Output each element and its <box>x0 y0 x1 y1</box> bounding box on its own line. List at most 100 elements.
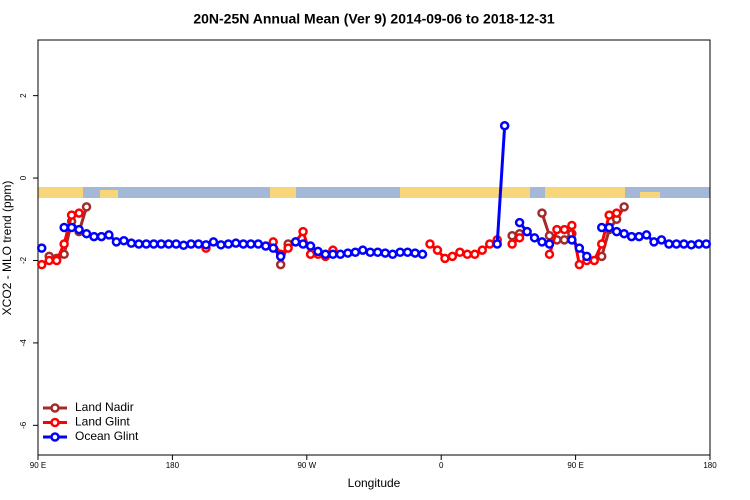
data-point <box>395 247 405 257</box>
data-point <box>275 251 286 262</box>
data-point <box>410 248 420 258</box>
data-point <box>656 235 667 245</box>
data-point <box>358 245 368 255</box>
data-point <box>559 224 570 235</box>
data-point <box>298 226 308 237</box>
data-point <box>432 245 443 255</box>
data-point <box>111 237 122 247</box>
data-point <box>611 208 622 218</box>
y-tick-label: 2 <box>19 93 28 98</box>
data-point <box>36 243 47 253</box>
data-point <box>679 239 689 249</box>
data-point <box>582 251 592 262</box>
data-point <box>104 230 114 240</box>
y-tick-label: 0 <box>19 175 28 180</box>
data-point <box>163 239 174 249</box>
data-point <box>477 245 488 255</box>
data-point <box>529 233 540 243</box>
y-axis-label: XCO2 - MLO trend (ppm) <box>0 181 14 316</box>
data-point <box>186 239 196 249</box>
data-point <box>604 222 614 233</box>
data-point <box>74 224 84 235</box>
x-tick-label: 90 W <box>297 461 316 470</box>
data-point <box>447 251 458 262</box>
data-point <box>328 249 338 260</box>
data-point <box>44 255 54 266</box>
data-point <box>589 255 600 266</box>
data-point <box>66 210 77 220</box>
data-point <box>246 239 256 249</box>
data-point <box>193 239 204 249</box>
data-point <box>619 202 629 212</box>
data-point <box>649 237 659 247</box>
data-point <box>462 249 473 260</box>
data-point <box>484 239 495 249</box>
x-tick-label: 180 <box>703 461 717 470</box>
x-tick-label: 0 <box>439 461 444 470</box>
data-point <box>634 231 644 242</box>
data-point <box>380 248 390 258</box>
data-point <box>559 235 570 245</box>
data-point <box>290 237 301 247</box>
data-point <box>268 243 278 253</box>
x-tick-label: 90 E <box>30 461 46 470</box>
data-point <box>544 249 555 260</box>
data-point <box>641 230 652 240</box>
legend-label: Ocean Glint <box>75 429 139 443</box>
data-point <box>305 249 316 260</box>
data-point <box>148 239 159 249</box>
data-point <box>89 231 99 242</box>
data-point <box>507 239 517 249</box>
data-point <box>223 239 234 249</box>
data-point <box>201 240 211 250</box>
data-point <box>119 235 129 246</box>
data-point <box>66 222 77 233</box>
data-point <box>156 239 166 249</box>
data-point <box>664 239 674 249</box>
data-point <box>305 241 316 251</box>
data-point <box>499 120 510 131</box>
data-point <box>238 239 249 249</box>
legend-label: Land Nadir <box>75 400 134 414</box>
data-point <box>178 240 189 250</box>
data-point <box>611 226 622 237</box>
x-axis-label: Longitude <box>348 476 401 490</box>
data-point <box>671 239 682 249</box>
data-point <box>313 246 323 257</box>
y-tick-label: -4 <box>19 339 28 347</box>
data-point <box>253 239 264 249</box>
data-point <box>701 239 712 249</box>
data-point <box>402 247 413 257</box>
data-point <box>365 247 376 257</box>
data-point <box>574 243 585 253</box>
data-point <box>440 253 450 264</box>
data-point <box>343 248 353 258</box>
data-point <box>626 231 637 242</box>
data-point <box>537 208 547 218</box>
data-point <box>81 228 92 239</box>
data-point <box>51 255 62 266</box>
data-point <box>335 249 346 260</box>
data-point <box>470 249 480 260</box>
y-tick-label: -6 <box>19 421 28 429</box>
data-point <box>298 239 308 249</box>
data-point <box>619 228 629 239</box>
data-point <box>544 239 555 249</box>
data-point <box>171 239 181 249</box>
data-point <box>596 222 607 233</box>
data-point <box>604 210 614 220</box>
series-line <box>495 125 507 245</box>
data-point <box>387 249 398 260</box>
data-point <box>134 239 144 249</box>
data-point <box>552 224 562 235</box>
data-point <box>126 238 137 248</box>
data-point <box>507 231 517 241</box>
data-point <box>208 237 219 247</box>
x-tick-label: 90 E <box>567 461 583 470</box>
data-point <box>417 249 428 260</box>
map-strip <box>38 187 710 198</box>
data-point <box>455 247 465 257</box>
legend-label: Land Glint <box>75 415 130 429</box>
data-point <box>567 235 577 245</box>
